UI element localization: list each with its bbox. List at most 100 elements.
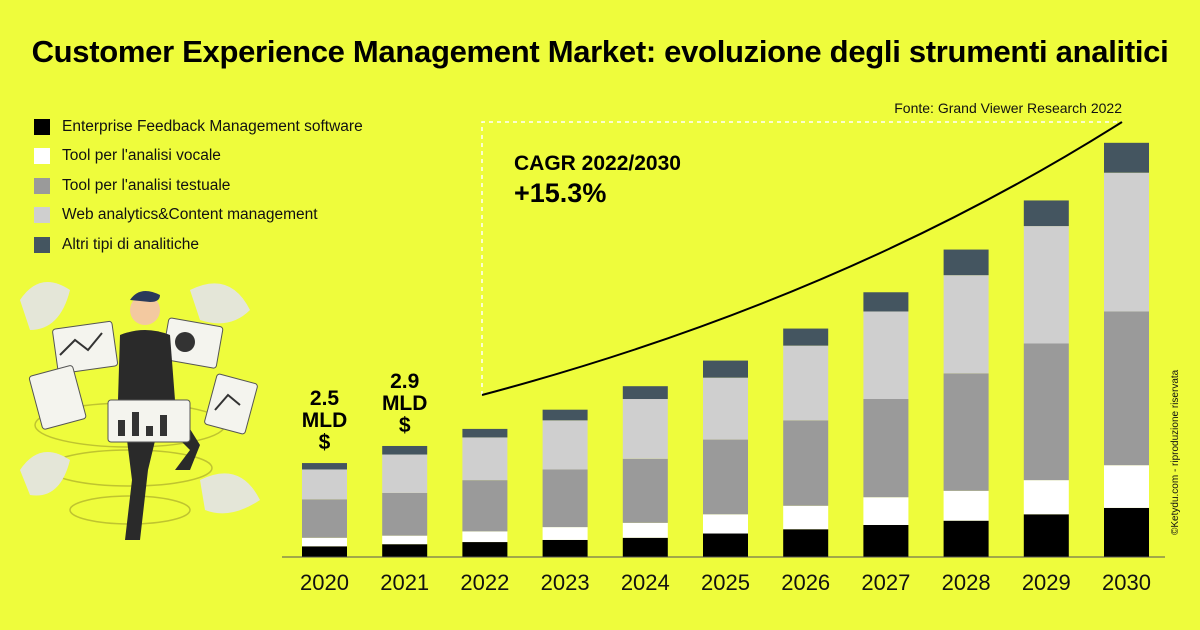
bar-segment-2027-s0	[863, 524, 909, 557]
legend-item-voice: Tool per l'analisi vocale	[34, 142, 363, 172]
bar-segment-2028-s4	[943, 249, 989, 276]
bar-annotation-2021: MLD	[382, 392, 428, 415]
cagr-callout: CAGR 2022/2030 +15.3%	[514, 152, 681, 209]
legend-item-efm: Enterprise Feedback Management software	[34, 112, 363, 142]
bar-annotation-2020: 2.5	[310, 387, 340, 410]
bar-segment-2024-s3	[622, 399, 668, 459]
bar-segment-2025-s4	[703, 360, 748, 378]
bar-segment-2022-s4	[462, 428, 508, 438]
legend-label: Tool per l'analisi testuale	[62, 176, 231, 194]
bar-segment-2023-s0	[542, 539, 588, 557]
bar-segment-2029-s0	[1023, 514, 1069, 557]
bars-layer	[302, 142, 1149, 557]
analyst-illustration	[20, 282, 260, 540]
bar-annotation-2021: $	[399, 414, 411, 437]
legend-swatch	[34, 236, 50, 253]
x-tick-label: 2030	[1102, 570, 1151, 595]
bar-segment-2020-s2	[302, 499, 347, 538]
bar-segment-2024-s0	[622, 537, 668, 557]
bar-segment-2026-s2	[783, 420, 829, 506]
bar-segment-2027-s1	[863, 497, 909, 525]
x-tick-label: 2020	[300, 570, 349, 595]
legend-item-text: Tool per l'analisi testuale	[34, 171, 363, 201]
bar-segment-2024-s1	[622, 522, 668, 538]
bar-annotation-2020: MLD	[302, 409, 348, 432]
bar-segment-2030-s0	[1104, 507, 1149, 557]
bar-segment-2030-s3	[1104, 172, 1149, 312]
x-tick-label: 2022	[460, 570, 509, 595]
bar-segment-2025-s2	[703, 439, 748, 515]
growth-curve	[481, 121, 1123, 396]
bar-segment-2028-s1	[943, 490, 989, 521]
legend-label: Web analytics&Content management	[62, 206, 318, 224]
bar-segment-2025-s1	[703, 514, 748, 534]
chart-title: Customer Experience Management Market: e…	[31, 34, 1169, 69]
bar-segment-2020-s3	[302, 469, 347, 500]
bar-segment-2020-s1	[302, 537, 347, 547]
bar-segment-2026-s1	[783, 505, 829, 530]
bar-segment-2028-s3	[943, 275, 989, 374]
x-ticks-layer: 2020 2021 2022 2023 2024 2025 2026 2027 2028 2029…	[300, 570, 1151, 595]
bar-segment-2022-s2	[462, 480, 508, 532]
bar-segment-2026-s0	[783, 529, 829, 557]
legend-item-web: Web analytics&Content management	[34, 201, 363, 231]
bar-segment-2028-s2	[943, 373, 989, 491]
bar-segment-2023-s1	[542, 527, 588, 540]
bar-segment-2020-s0	[302, 546, 347, 557]
bar-segment-2028-s0	[943, 520, 989, 557]
bar-segment-2024-s4	[622, 386, 668, 400]
bar-segment-2021-s1	[382, 535, 428, 545]
legend-label: Altri tipi di analitiche	[62, 235, 199, 253]
bar-segment-2029-s4	[1023, 200, 1069, 227]
legend-item-other: Altri tipi di analitiche	[34, 230, 363, 260]
x-tick-label: 2027	[861, 570, 910, 595]
bar-segment-2022-s0	[462, 542, 508, 557]
bar-segment-2027-s4	[863, 292, 909, 312]
legend-label: Tool per l'analisi vocale	[62, 147, 221, 165]
x-tick-label: 2024	[621, 570, 670, 595]
legend-label: Enterprise Feedback Management software	[62, 117, 363, 135]
bar-segment-2021-s2	[382, 492, 428, 536]
x-tick-label: 2028	[942, 570, 991, 595]
bar-segment-2026-s4	[783, 328, 829, 346]
bar-segment-2030-s4	[1104, 142, 1149, 173]
bar-segment-2029-s3	[1023, 226, 1069, 344]
bar-segment-2026-s3	[783, 345, 829, 421]
bar-segment-2022-s1	[462, 531, 508, 543]
x-tick-label: 2025	[701, 570, 750, 595]
bar-segment-2030-s1	[1104, 465, 1149, 508]
bar-segment-2023-s2	[542, 469, 588, 528]
bar-segment-2023-s3	[542, 420, 588, 470]
x-tick-label: 2029	[1022, 570, 1071, 595]
x-tick-label: 2026	[781, 570, 830, 595]
x-tick-label: 2021	[380, 570, 429, 595]
bar-segment-2023-s4	[542, 409, 588, 421]
bar-annotation-2021: 2.9	[390, 370, 419, 393]
bar-segment-2030-s2	[1104, 311, 1149, 466]
bar-segment-2029-s1	[1023, 480, 1069, 515]
bar-segment-2025-s3	[703, 377, 748, 440]
cagr-value: +15.3%	[514, 178, 607, 208]
source-note: Fonte: Grand Viewer Research 2022	[894, 100, 1122, 116]
x-tick-label: 2023	[541, 570, 590, 595]
bar-segment-2027-s2	[863, 399, 909, 498]
bar-segment-2029-s2	[1023, 343, 1069, 481]
bar-segment-2021-s3	[382, 454, 428, 493]
bar-segment-2021-s0	[382, 544, 428, 557]
bar-segment-2020-s4	[302, 463, 347, 470]
legend-swatch	[34, 207, 50, 224]
bar-segment-2024-s2	[622, 458, 668, 523]
bar-segment-2022-s3	[462, 437, 508, 481]
bar-segment-2021-s4	[382, 445, 428, 455]
legend-swatch	[34, 118, 50, 135]
bar-segment-2025-s0	[703, 533, 748, 557]
legend: Enterprise Feedback Management software …	[34, 112, 363, 260]
bar-annotation-2020: $	[319, 431, 331, 454]
cagr-dashed-box	[481, 121, 1122, 395]
legend-swatch	[34, 148, 50, 165]
cagr-label: CAGR 2022/2030	[514, 152, 681, 175]
legend-swatch	[34, 177, 50, 194]
bar-segment-2027-s3	[863, 311, 909, 400]
